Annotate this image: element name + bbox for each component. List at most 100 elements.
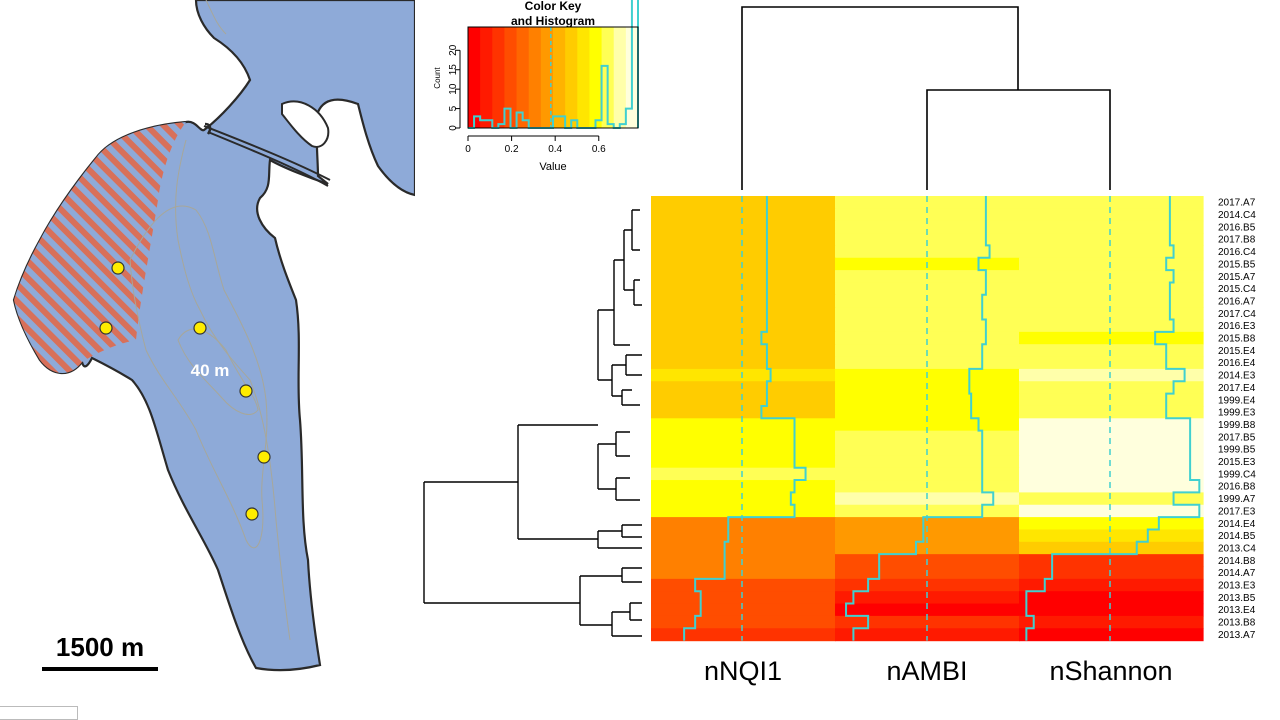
column-dendrogram [741, 6, 1111, 190]
row-dendrogram-branch [631, 209, 640, 251]
station-marker [245, 507, 259, 521]
depth-contour-inner [129, 205, 268, 549]
color-key-band [516, 27, 530, 128]
heatmap-cell [1019, 443, 1204, 456]
color-key-subtitle: and Histogram [511, 14, 595, 28]
heatmap-row-label: 1999.A7 [1218, 494, 1256, 505]
row-dendrogram-branch [621, 567, 642, 583]
heatmap-cell [651, 517, 836, 531]
heatmap-cell [1019, 257, 1204, 271]
heatmap-cell [651, 504, 836, 518]
heatmap-cell [651, 615, 836, 629]
heatmap-cell [835, 319, 1020, 333]
heatmap-row-label: 2016.E4 [1218, 358, 1256, 369]
row-dendrogram-branch [629, 602, 642, 621]
heatmap-row-label: 2017.E3 [1218, 506, 1256, 517]
heatmap-cell [1019, 467, 1204, 481]
heatmap-cell [835, 405, 1020, 419]
heatmap-cell [1019, 270, 1204, 284]
row-dendrogram-branch [615, 431, 630, 457]
heatmap-cell [1019, 455, 1204, 469]
depth-label: 40 m [191, 361, 230, 380]
heatmap-row-label: 2017.B8 [1218, 235, 1256, 246]
heatmap-cell [1019, 591, 1204, 605]
heatmap-cell [835, 628, 1020, 642]
heatmap-row-label: 2015.B8 [1218, 334, 1256, 345]
heatmap-cell [1019, 245, 1204, 259]
heatmap-row-label: 2017.E4 [1218, 383, 1256, 394]
color-key-band [468, 27, 481, 128]
heatmap-cell [835, 294, 1020, 308]
heatmap-cell [651, 196, 836, 209]
heatmap-cell [651, 208, 836, 222]
color-key-band [565, 27, 578, 128]
heatmap-cell [1019, 331, 1204, 345]
heatmap-row-label: 2017.A7 [1218, 198, 1256, 209]
heatmap-cell [651, 257, 836, 271]
row-dendrogram-branch [579, 575, 622, 626]
bridge [203, 125, 331, 187]
color-key-band [504, 27, 518, 128]
hatched-area [14, 122, 186, 374]
heatmap-column-label: nNQI1 [704, 656, 782, 686]
heatmap-column-label: nAMBI [886, 656, 967, 686]
heatmap-row-label: 1999.B5 [1218, 445, 1256, 456]
heatmap-cell [1019, 541, 1204, 555]
color-key-y-tick: 10 [448, 83, 459, 95]
heatmap-cell [835, 208, 1020, 222]
heatmap-row-label: 2013.C4 [1218, 543, 1256, 554]
heatmap: 2017.A72014.C42016.B52017.B82016.C42015.… [651, 196, 1256, 686]
heatmap-cell [1019, 344, 1204, 358]
heatmap-cell [835, 517, 1020, 531]
heatmap-cell [651, 603, 836, 617]
scale-bar [42, 667, 158, 671]
heatmap-cell [651, 356, 836, 370]
heatmap-dashed-lines [741, 196, 1111, 641]
color-key-x-tick: 0.6 [592, 144, 606, 155]
heatmap-cell [835, 603, 1020, 617]
heatmap-cell [1019, 282, 1204, 296]
color-key-histogram [468, 0, 639, 129]
color-key-band [528, 27, 542, 128]
heatmap-cell [651, 381, 836, 395]
inlet [281, 100, 330, 148]
heatmap-cell [1019, 294, 1204, 308]
heatmap-cell [1019, 356, 1204, 370]
color-key-xlabel: Value [539, 161, 566, 173]
heatmap-row-label: 2013.B5 [1218, 593, 1256, 604]
color-key-bands [468, 27, 639, 128]
heatmap-cell [651, 541, 836, 555]
color-key: Color Key and Histogram 0 0.2 0.4 0.6 0 5 10 1… [433, 0, 639, 173]
color-key-band [613, 27, 627, 128]
heatmap-cell [651, 344, 836, 358]
heatmap-cell [651, 405, 836, 419]
heatmap-row-label: 1999.E4 [1218, 395, 1256, 406]
heatmap-cell [1019, 615, 1204, 629]
heatmap-cell [1019, 566, 1204, 580]
heatmap-cell [651, 554, 836, 568]
heatmap-cell [651, 220, 836, 234]
color-key-band [540, 27, 554, 128]
heatmap-cell [1019, 578, 1204, 592]
row-dendrogram-root [423, 481, 580, 604]
heatmap-cell [835, 504, 1020, 518]
heatmap-cell [651, 319, 836, 333]
heatmap-cell [835, 529, 1020, 543]
color-key-x-tick: 0.2 [505, 144, 519, 155]
heatmap-cell [651, 578, 836, 592]
row-dendrogram-branch [621, 524, 642, 538]
color-key-y-tick: 0 [448, 125, 459, 131]
heatmap-cell [1019, 554, 1204, 568]
heatmap-cell [1019, 196, 1204, 209]
station-marker [193, 321, 207, 335]
color-key-band [589, 27, 603, 128]
heatmap-cell [651, 282, 836, 296]
heatmap-cell [835, 430, 1020, 444]
heatmap-cell [651, 393, 836, 407]
heatmap-row-labels: 2017.A72014.C42016.B52017.B82016.C42015.… [1218, 198, 1256, 641]
row-dendrogram-branch [597, 530, 642, 549]
heatmap-row-label: 2014.B8 [1218, 556, 1256, 567]
heatmap-trace [1025, 196, 1201, 641]
heatmap-cell [1019, 381, 1204, 395]
